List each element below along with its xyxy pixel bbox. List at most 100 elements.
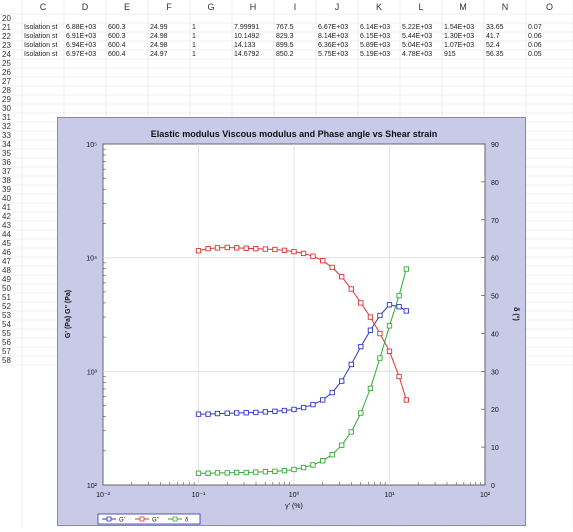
cell[interactable]: 6.67E+03 [318,24,349,31]
row-header[interactable]: 27 [2,77,11,86]
row-header[interactable]: 34 [2,140,11,149]
row-header[interactable]: 35 [2,149,11,158]
cell[interactable]: 0.05 [528,51,542,58]
cell[interactable]: 14.6792 [234,51,260,58]
row-header[interactable]: 47 [2,257,11,266]
column-header[interactable]: F [166,2,172,12]
cell[interactable]: 56.35 [486,51,504,58]
row-header[interactable]: 39 [2,185,11,194]
cell[interactable]: 829.3 [276,33,294,40]
row-header[interactable]: 23 [2,41,11,50]
cell[interactable]: 1 [192,33,196,40]
row-header[interactable]: 45 [2,239,11,248]
cell[interactable]: Isolation st [24,42,58,49]
cell[interactable]: 1.30E+03 [444,33,475,40]
row-header[interactable]: 41 [2,203,11,212]
column-header[interactable]: L [418,2,424,12]
column-header[interactable]: H [249,2,257,12]
row-header[interactable]: 22 [2,32,11,41]
cell[interactable]: 1 [192,24,196,31]
row-header[interactable]: 32 [2,122,11,131]
cell[interactable]: 4.78E+03 [402,51,433,58]
cell[interactable]: 600.4 [108,51,126,58]
column-header[interactable]: I [293,2,297,12]
cell[interactable]: 6.97E+03 [66,51,97,58]
cell[interactable]: 600.3 [108,24,126,31]
cell[interactable]: 0.06 [528,42,542,49]
row-header[interactable]: 51 [2,293,11,302]
cell[interactable]: 41.7 [486,33,500,40]
column-header[interactable]: J [334,2,340,12]
cell[interactable]: 24.99 [150,24,168,31]
column-header[interactable]: D [81,2,89,12]
column-header[interactable]: K [375,2,382,12]
column-header[interactable]: G [207,2,215,12]
cell[interactable]: 6.88E+03 [66,24,97,31]
cell[interactable]: 0.07 [528,24,542,31]
cell[interactable]: 10.1492 [234,33,260,40]
row-header[interactable]: 48 [2,266,11,275]
cell[interactable]: 6.91E+03 [66,33,97,40]
cell[interactable]: 5.89E+03 [360,42,391,49]
cell[interactable]: 899.5 [276,42,294,49]
row-header[interactable]: 31 [2,113,11,122]
cell[interactable]: 33.65 [486,24,504,31]
row-header[interactable]: 42 [2,212,11,221]
row-header[interactable]: 21 [2,23,11,32]
column-header[interactable]: N [501,2,509,12]
cell[interactable]: 1 [192,51,196,58]
chart-frame[interactable]: Elastic modulus Viscous modulus and Phas… [57,117,526,526]
row-header[interactable]: 57 [2,347,11,356]
cell[interactable]: 1.54E+03 [444,24,475,31]
cell[interactable]: 1.07E+03 [444,42,475,49]
cell[interactable]: 8.14E+03 [318,33,349,40]
cell[interactable]: 6.15E+03 [360,33,391,40]
row-header[interactable]: 54 [2,320,11,329]
cell[interactable]: Isolation st [24,51,58,58]
cell[interactable]: 24.98 [150,42,168,49]
column-header[interactable]: E [123,2,130,12]
row-header[interactable]: 20 [2,14,11,23]
cell[interactable]: 7.99991 [234,24,260,31]
legend[interactable]: G' G'' δ [97,513,201,525]
row-header[interactable]: 30 [2,104,11,113]
row-header[interactable]: 36 [2,158,11,167]
row-header[interactable]: 49 [2,275,11,284]
cell[interactable]: 5.19E+03 [360,51,391,58]
row-header[interactable]: 50 [2,284,11,293]
cell[interactable]: 850.2 [276,51,294,58]
cell[interactable]: 5.44E+03 [402,33,433,40]
cell[interactable]: 1 [192,42,196,49]
row-header[interactable]: 38 [2,176,11,185]
row-header[interactable]: 53 [2,311,11,320]
cell[interactable]: 5.75E+03 [318,51,349,58]
cell[interactable]: Isolation st [24,33,58,40]
cell[interactable]: 24.98 [150,33,168,40]
cell[interactable]: 600.3 [108,33,126,40]
row-header[interactable]: 55 [2,329,11,338]
cell[interactable]: 915 [444,51,456,58]
row-header[interactable]: 25 [2,59,11,68]
cell[interactable]: 5.22E+03 [402,24,433,31]
column-header[interactable]: O [545,2,553,12]
row-header[interactable]: 56 [2,338,11,347]
cell[interactable]: 6.94E+03 [66,42,97,49]
row-header[interactable]: 52 [2,302,11,311]
row-header[interactable]: 58 [2,356,11,365]
row-header[interactable]: 33 [2,131,11,140]
cell[interactable]: 0.06 [528,33,542,40]
cell[interactable]: 52.4 [486,42,500,49]
cell[interactable]: 5.04E+03 [402,42,433,49]
row-header[interactable]: 40 [2,194,11,203]
row-header[interactable]: 37 [2,167,11,176]
row-header[interactable]: 26 [2,68,11,77]
row-header[interactable]: 44 [2,230,11,239]
cell[interactable]: 14.133 [234,42,256,49]
cell[interactable]: 6.14E+03 [360,24,391,31]
cell[interactable]: 24.97 [150,51,168,58]
row-header[interactable]: 46 [2,248,11,257]
cell[interactable]: Isolation st [24,24,58,31]
row-header[interactable]: 24 [2,50,11,59]
row-header[interactable]: 43 [2,221,11,230]
column-header[interactable]: C [39,2,47,12]
